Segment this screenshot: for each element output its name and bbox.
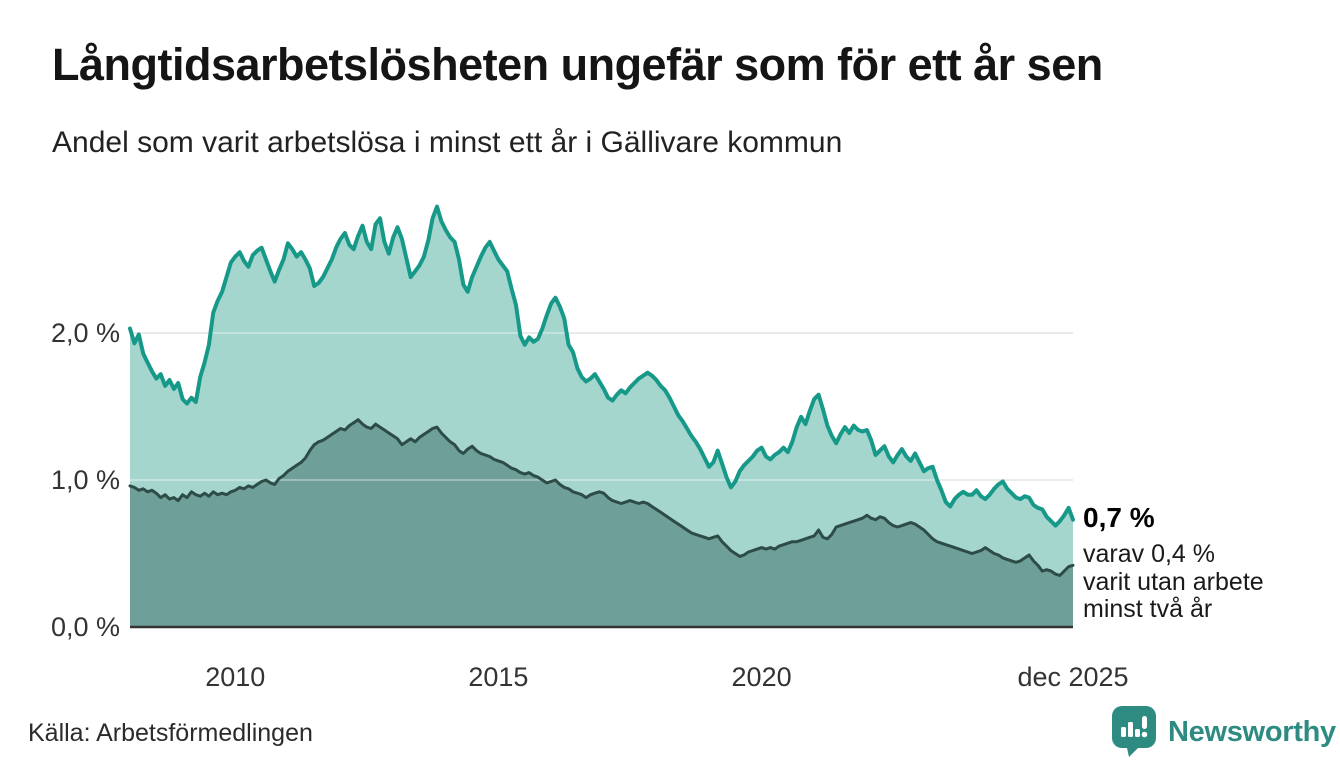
series-area-two-years bbox=[130, 419, 1073, 627]
annotation-note-line: minst två år bbox=[1083, 595, 1213, 623]
source-note: Källa: Arbetsförmedlingen bbox=[28, 719, 313, 747]
annotation-note-line: varav 0,4 % bbox=[1083, 540, 1216, 568]
x-tick-label: dec 2025 bbox=[1017, 662, 1129, 692]
y-tick-label: 1,0 % bbox=[50, 465, 120, 495]
series-line-total bbox=[128, 204, 1075, 528]
page-title: Långtidsarbetslösheten ungefär som för e… bbox=[52, 39, 1103, 90]
y-tick-label: 0,0 % bbox=[50, 612, 120, 642]
annotation-note-line: varit utan arbete bbox=[1083, 567, 1264, 596]
x-tick-label: 2020 bbox=[731, 662, 792, 692]
series-line-two-years bbox=[128, 418, 1075, 577]
y-tick-label: 2,0 % bbox=[50, 318, 120, 348]
end-value-annotation: 0,7 % varav 0,4 % varit utan arbete mins… bbox=[1083, 502, 1333, 624]
newsworthy-logo-icon bbox=[1112, 706, 1156, 757]
page-subtitle: Andel som varit arbetslösa i minst ett å… bbox=[52, 126, 843, 159]
series-area-total bbox=[130, 206, 1073, 627]
x-tick-label: 2010 bbox=[205, 662, 266, 692]
newsworthy-logo: Newsworthy bbox=[1112, 706, 1336, 758]
x-tick-label: 2015 bbox=[468, 662, 529, 692]
newsworthy-logo-text: Newsworthy bbox=[1168, 715, 1336, 748]
annotation-value: 0,7 % bbox=[1083, 502, 1155, 533]
